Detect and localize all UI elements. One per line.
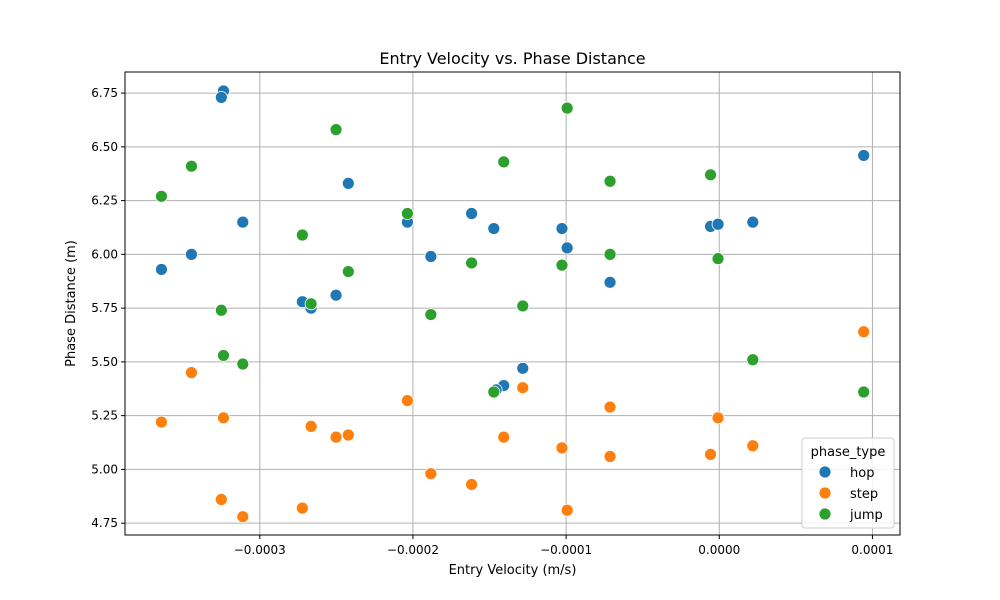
- data-point-step: [711, 411, 725, 425]
- data-point-hop: [341, 176, 355, 190]
- data-point-jump: [516, 299, 530, 313]
- data-point-jump: [465, 256, 479, 270]
- data-point-step: [555, 441, 569, 455]
- data-point-jump: [704, 168, 717, 182]
- data-point-jump: [555, 258, 569, 272]
- data-point-step: [155, 415, 168, 429]
- legend-label-jump: jump: [849, 508, 883, 523]
- data-point-hop: [236, 215, 250, 229]
- data-point-jump: [497, 155, 511, 169]
- data-point-jump: [341, 265, 355, 278]
- legend-box: [801, 437, 895, 529]
- data-point-step: [295, 501, 309, 515]
- data-point-step: [185, 366, 198, 380]
- data-point-hop: [487, 222, 501, 235]
- legend-marker-hop: [818, 465, 832, 479]
- data-point-step: [236, 510, 250, 524]
- data-point-hop: [214, 90, 228, 104]
- data-point-jump: [214, 303, 228, 317]
- plot-area-frame: [124, 71, 901, 536]
- y-tick-label: 6.25: [91, 194, 118, 208]
- data-point-step: [516, 381, 530, 395]
- data-point-jump: [329, 123, 343, 137]
- data-point-step: [329, 430, 343, 444]
- data-point-jump: [304, 297, 318, 311]
- data-point-hop: [185, 247, 198, 261]
- y-tick-label: 6.75: [91, 86, 118, 100]
- data-point-step: [304, 420, 318, 433]
- data-point-hop: [560, 241, 574, 255]
- data-point-step: [214, 493, 228, 506]
- legend-marker-jump: [818, 507, 832, 521]
- x-tick-label: −0.0003: [234, 543, 286, 557]
- data-point-jump: [603, 174, 617, 188]
- data-point-step: [603, 450, 617, 463]
- data-points: [155, 84, 871, 524]
- y-axis-label: Phase Distance (m): [64, 240, 79, 367]
- data-point-jump: [603, 247, 617, 261]
- axis-ticks: −0.0003 −0.0002 −0.0001 0.0000 0.0001 4.75 5.0…: [91, 86, 893, 557]
- y-tick-label: 4.75: [91, 516, 118, 530]
- data-point-step: [746, 439, 760, 453]
- data-point-jump: [217, 349, 230, 362]
- legend-label-step: step: [850, 487, 878, 502]
- data-point-hop: [555, 222, 569, 235]
- data-point-jump: [185, 159, 198, 173]
- data-point-step: [465, 478, 479, 491]
- y-tick-label: 5.50: [91, 355, 118, 369]
- x-tick-label: −0.0002: [387, 543, 439, 557]
- data-point-hop: [329, 288, 343, 302]
- data-point-hop: [603, 275, 617, 289]
- data-point-jump: [236, 357, 250, 371]
- data-point-step: [560, 503, 574, 517]
- legend: phase_type hop step jump: [801, 437, 895, 529]
- legend-marker-step: [818, 486, 832, 500]
- data-point-hop: [857, 149, 871, 162]
- legend-title: phase_type: [811, 445, 886, 460]
- y-tick-label: 6.00: [91, 247, 118, 261]
- data-point-jump: [711, 252, 725, 266]
- data-point-step: [857, 325, 871, 339]
- x-tick-label: 0.0001: [851, 543, 893, 557]
- chart-title: Entry Velocity vs. Phase Distance: [379, 49, 645, 68]
- data-point-jump: [857, 385, 871, 399]
- legend-label-hop: hop: [850, 466, 874, 481]
- data-point-jump: [560, 101, 574, 115]
- data-point-jump: [155, 189, 168, 203]
- y-tick-label: 5.25: [91, 409, 118, 423]
- x-tick-label: 0.0000: [698, 543, 740, 557]
- data-point-jump: [424, 308, 438, 321]
- data-point-step: [217, 411, 230, 425]
- data-point-step: [341, 428, 355, 442]
- data-point-jump: [295, 228, 309, 242]
- grid: [125, 72, 900, 535]
- data-point-hop: [465, 207, 479, 220]
- data-point-hop: [424, 250, 438, 263]
- y-tick-label: 5.75: [91, 301, 118, 315]
- data-point-step: [401, 394, 414, 407]
- y-tick-label: 6.50: [91, 140, 118, 154]
- data-point-hop: [746, 215, 760, 229]
- data-point-hop: [516, 361, 530, 375]
- x-axis-label: Entry Velocity (m/s): [449, 563, 577, 578]
- data-point-step: [497, 430, 511, 444]
- data-point-step: [704, 447, 717, 461]
- data-point-step: [603, 400, 617, 414]
- y-tick-label: 5.00: [91, 462, 118, 476]
- data-point-hop: [711, 217, 725, 231]
- data-point-jump: [487, 385, 501, 399]
- data-point-jump: [746, 353, 760, 367]
- x-tick-label: −0.0001: [540, 543, 592, 557]
- data-point-hop: [155, 263, 168, 276]
- data-point-jump: [401, 207, 414, 220]
- data-point-step: [424, 467, 438, 481]
